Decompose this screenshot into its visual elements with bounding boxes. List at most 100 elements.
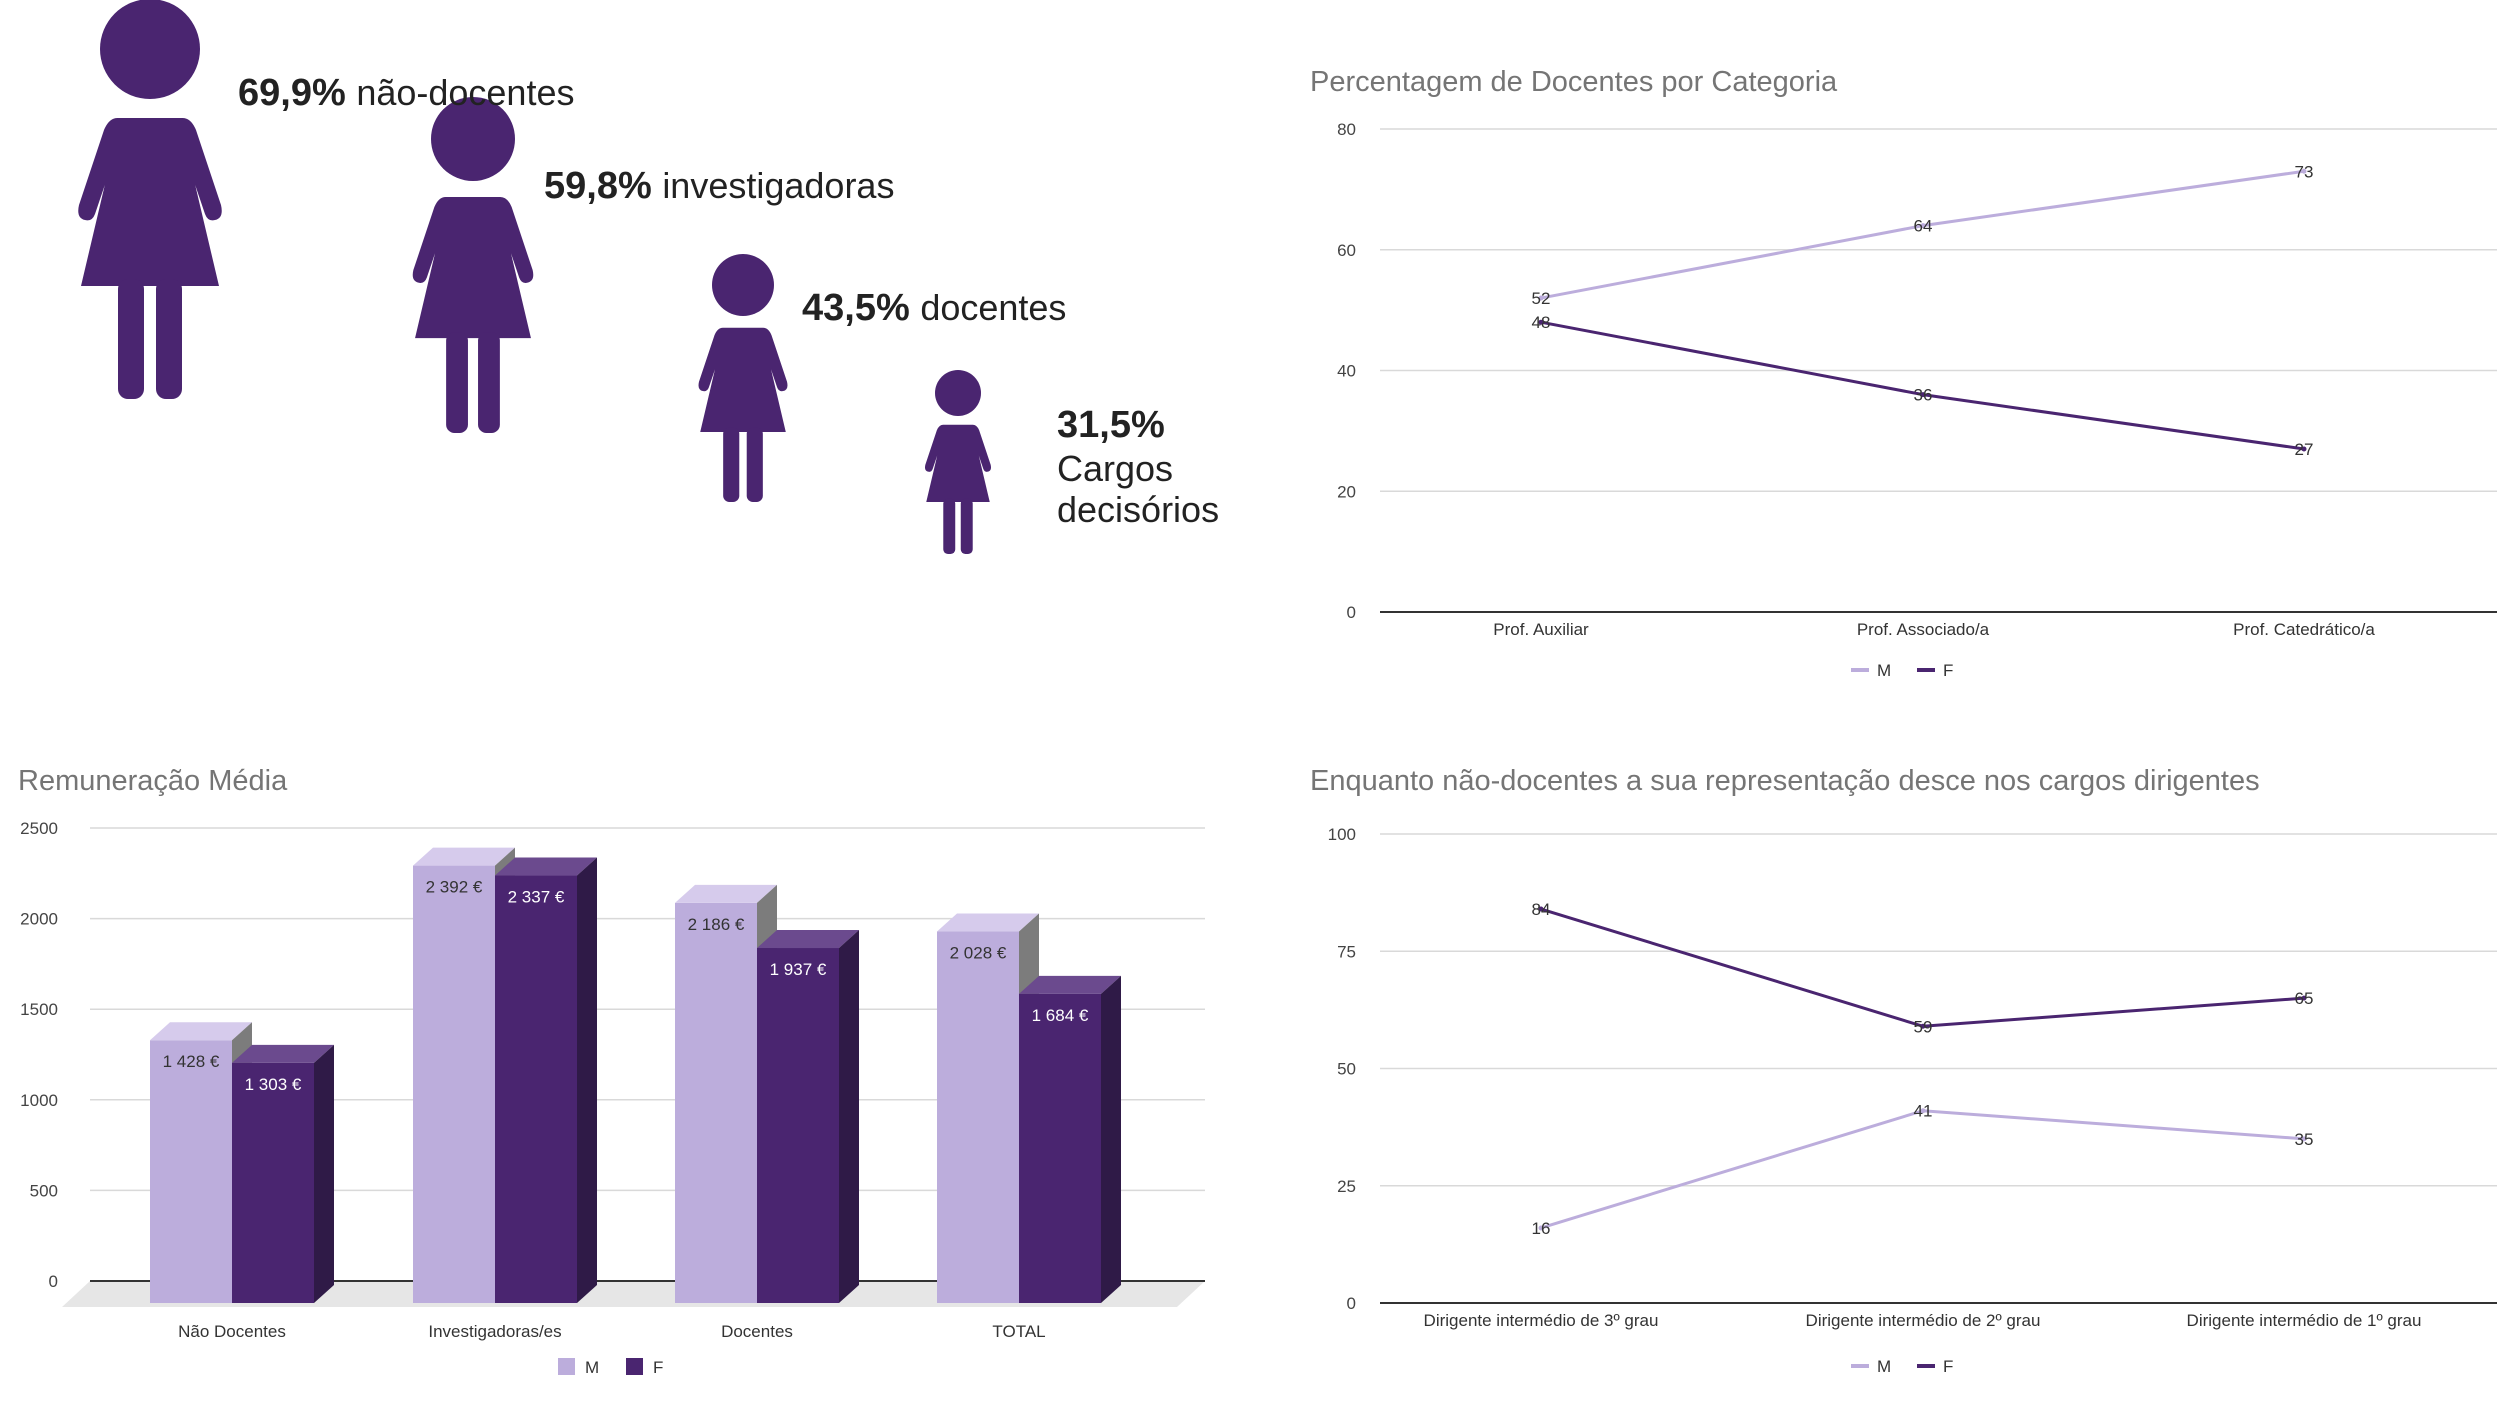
data-label: 65 <box>2295 989 2314 1008</box>
data-point <box>1538 1225 1544 1231</box>
data-label: 2 186 € <box>688 915 745 934</box>
stat-value: 59,8% <box>544 165 652 207</box>
series-line-f <box>1540 907 2305 1028</box>
data-point <box>1920 392 1926 398</box>
bar-side-f <box>314 1044 334 1303</box>
stat-non-teaching: 69,9% não-docentes <box>238 72 574 116</box>
data-point <box>1920 1108 1926 1114</box>
chart-title: Remuneração Média <box>18 765 288 797</box>
data-label: 2 337 € <box>508 888 565 907</box>
data-point <box>1538 295 1544 301</box>
legend-label-f: F <box>1943 1357 1953 1376</box>
bar-f <box>757 948 839 1303</box>
stat-label: docentes <box>920 287 1067 328</box>
data-label: 1 684 € <box>1032 1006 1089 1025</box>
management-chart: Enquanto não-docentes a sua representaçã… <box>1290 703 2500 1406</box>
data-label: 59 <box>1914 1017 1933 1036</box>
bar-top-m <box>150 1022 252 1041</box>
bar-f <box>232 1062 314 1303</box>
y-tick-label: 25 <box>1337 1177 1356 1196</box>
y-tick-label: 80 <box>1337 120 1356 139</box>
bar-chart-salary: 0 500 1000 1500 2000 2500 1 428 € 1 303 € Não Do… <box>20 819 1205 1377</box>
stat-value: 43,5% <box>802 287 910 329</box>
bar-side-f <box>577 857 597 1303</box>
data-point <box>1538 906 1544 912</box>
data-label: 84 <box>1532 900 1551 919</box>
legend-label-m: M <box>585 1358 599 1377</box>
women-figures <box>78 0 992 554</box>
bar-f <box>1019 993 1101 1303</box>
series-line-m <box>1540 1109 2305 1230</box>
salary-chart: Remuneração Média 0 500 1000 1500 2000 2500 1 … <box>0 703 1230 1406</box>
data-label: 48 <box>1532 313 1551 332</box>
woman-figure-3 <box>698 254 788 502</box>
data-label: 16 <box>1532 1219 1551 1238</box>
stat-label-line2: decisórios <box>1057 489 1220 531</box>
y-tick-label: 0 <box>49 1272 58 1291</box>
data-label: 1 303 € <box>245 1075 302 1094</box>
data-label: 27 <box>2295 440 2314 459</box>
y-tick-label: 0 <box>1347 603 1356 622</box>
chart-title: Enquanto não-docentes a sua representaçã… <box>1310 765 2260 797</box>
y-tick-label: 2500 <box>20 819 58 838</box>
line-chart-teachers: 0 20 40 60 80 Prof. Auxiliar Prof. Associado/a… <box>1337 120 2497 680</box>
data-label: 64 <box>1914 217 1933 236</box>
chart-floor <box>62 1281 1205 1307</box>
bar-m <box>413 865 495 1303</box>
legend-label-f: F <box>1943 661 1953 680</box>
woman-figure-1 <box>78 0 222 399</box>
x-tick-label: Prof. Associado/a <box>1857 620 1990 639</box>
bar-top-f <box>757 930 859 949</box>
data-label: 2 028 € <box>950 944 1007 963</box>
y-tick-label: 1500 <box>20 1000 58 1019</box>
woman-figure-4 <box>924 370 992 554</box>
bar-top-f <box>495 857 597 876</box>
data-label: 36 <box>1914 386 1933 405</box>
data-label: 73 <box>2295 162 2314 181</box>
legend-label-m: M <box>1877 661 1891 680</box>
stat-value: 69,9% <box>238 72 346 114</box>
y-tick-label: 0 <box>1347 1294 1356 1313</box>
y-tick-label: 60 <box>1337 241 1356 260</box>
bar-m <box>937 931 1019 1303</box>
x-tick-label: Dirigente intermédio de 2º grau <box>1806 1311 2041 1330</box>
x-tick-label: TOTAL <box>992 1322 1045 1341</box>
y-tick-label: 100 <box>1328 825 1356 844</box>
data-label: 2 392 € <box>426 878 483 897</box>
x-tick-label: Docentes <box>721 1322 793 1341</box>
stat-label: não-docentes <box>356 72 575 113</box>
stat-researchers: 59,8% investigadoras <box>544 165 894 209</box>
legend-swatch-f <box>626 1358 643 1375</box>
data-label: 41 <box>1914 1102 1933 1121</box>
data-point <box>2301 446 2307 452</box>
data-point <box>2301 995 2307 1001</box>
data-point <box>1538 319 1544 325</box>
legend-label-m: M <box>1877 1357 1891 1376</box>
data-point <box>2301 1136 2307 1142</box>
data-label: 52 <box>1532 289 1551 308</box>
y-tick-label: 50 <box>1337 1060 1356 1079</box>
stat-teachers: 43,5% docentes <box>802 287 1066 331</box>
teachers-category-chart: Percentagem de Docentes por Categoria 0 2… <box>1290 0 2500 700</box>
y-tick-label: 2000 <box>20 910 58 929</box>
stat-value: 31,5% <box>1057 404 1165 446</box>
stat-label: investigadoras <box>662 165 895 206</box>
legend-swatch-m <box>558 1358 575 1375</box>
data-label: 1 937 € <box>770 960 827 979</box>
line-chart-management: 0 25 50 75 100 Dirigente intermédio de 3º gra… <box>1328 825 2497 1376</box>
stat-decision-positions: 31,5% Cargos decisórios <box>1057 404 1219 530</box>
x-tick-label: Investigadoras/es <box>428 1322 561 1341</box>
x-tick-label: Dirigente intermédio de 1º grau <box>2187 1311 2422 1330</box>
bar-top-m <box>675 884 777 903</box>
y-tick-label: 20 <box>1337 482 1356 501</box>
legend-label-f: F <box>653 1358 663 1377</box>
bar-top-m <box>413 847 515 866</box>
x-tick-label: Prof. Catedrático/a <box>2233 620 2375 639</box>
data-label: 35 <box>2295 1130 2314 1149</box>
data-point <box>1920 1023 1926 1029</box>
y-tick-label: 500 <box>30 1181 58 1200</box>
women-infographic: 69,9% não-docentes 59,8% investigadoras … <box>0 0 1260 700</box>
bar-top-f <box>232 1044 334 1063</box>
bar-side-f <box>839 930 859 1303</box>
woman-figure-2 <box>412 97 534 433</box>
